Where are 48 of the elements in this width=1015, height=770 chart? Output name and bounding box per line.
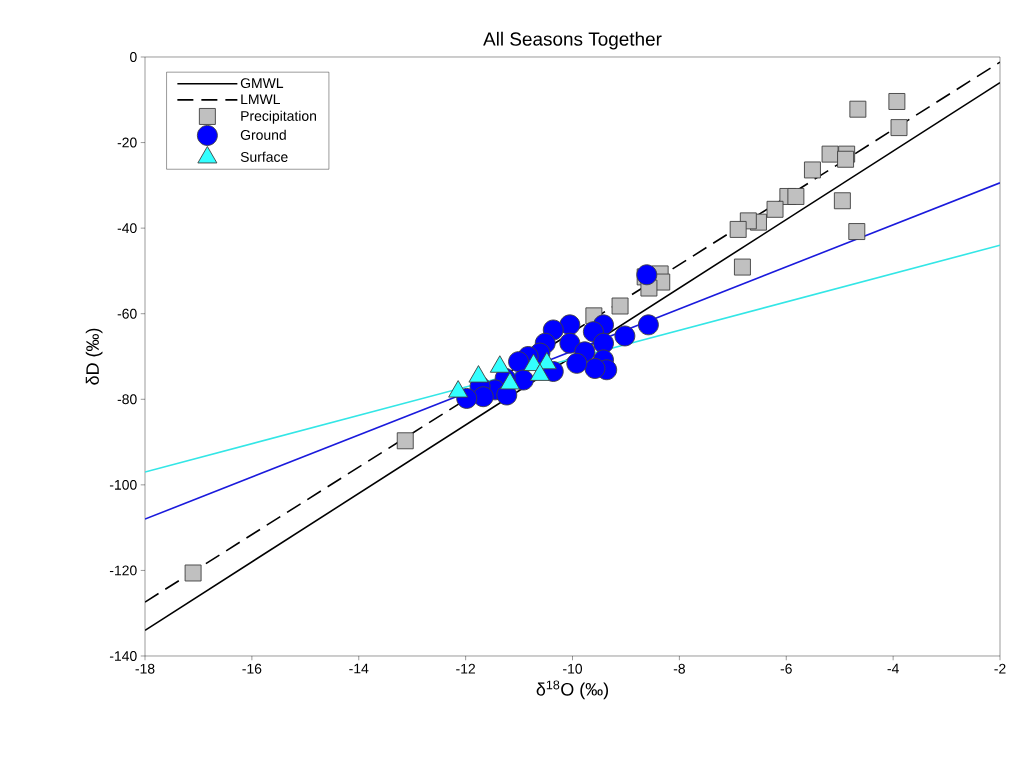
point xyxy=(890,119,908,137)
x-tick-label: -12 xyxy=(456,663,476,674)
x-tick-label: -16 xyxy=(242,663,262,674)
point xyxy=(584,358,606,379)
y-tick-label: -60 xyxy=(117,308,137,319)
point xyxy=(566,352,588,374)
point xyxy=(593,332,614,354)
point xyxy=(837,150,855,168)
point xyxy=(637,314,659,336)
y-tick-label: -80 xyxy=(117,394,137,405)
point xyxy=(611,297,629,315)
y-tick-label: -20 xyxy=(117,137,137,148)
y-tick-label: -140 xyxy=(109,651,137,661)
legend-label: Precipitation xyxy=(241,110,317,124)
legend-label: Surface xyxy=(240,151,288,162)
chart-title: All Seasons Together xyxy=(483,31,662,50)
x-tick-label: -6 xyxy=(780,663,792,674)
legend-label: LMWL xyxy=(241,94,280,104)
y-tick-label: 0 xyxy=(130,52,137,62)
point xyxy=(729,220,747,238)
y-tick-label: -100 xyxy=(109,479,137,490)
x-tick-label: -18 xyxy=(135,663,155,674)
x-tick-label: -14 xyxy=(349,663,369,674)
legend-label: Ground xyxy=(240,129,286,140)
point xyxy=(766,200,784,218)
point xyxy=(396,432,414,450)
point xyxy=(803,161,821,179)
point xyxy=(508,351,529,373)
legend-label: GMWL xyxy=(240,78,284,89)
x-tick-label: -4 xyxy=(887,663,899,674)
y-tick-label: -40 xyxy=(117,223,137,234)
point xyxy=(787,188,805,205)
x-tick-label: -10 xyxy=(563,663,583,674)
point xyxy=(888,93,906,110)
y-tick-label: -120 xyxy=(109,565,137,576)
y-axis-title: δD (‰) xyxy=(85,328,103,385)
point xyxy=(614,325,636,347)
x-tick-label: -8 xyxy=(673,663,685,674)
point xyxy=(636,264,658,286)
point xyxy=(833,192,851,210)
point xyxy=(848,223,866,241)
point xyxy=(184,564,202,582)
x-tick-label: -2 xyxy=(994,663,1006,674)
point xyxy=(849,100,867,118)
point xyxy=(821,145,839,163)
point xyxy=(733,258,751,276)
x-axis-title: δ$^{18}$O (‰) xyxy=(536,680,608,700)
point xyxy=(559,332,581,354)
